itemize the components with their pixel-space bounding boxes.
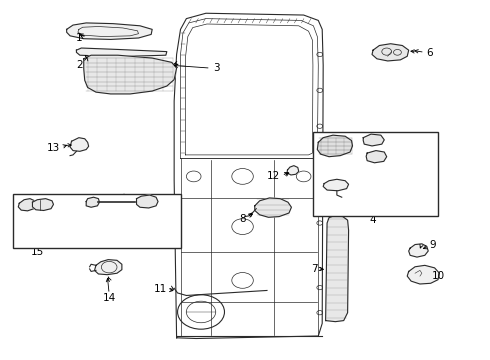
Polygon shape [407, 265, 440, 284]
Text: 13: 13 [47, 143, 60, 153]
Polygon shape [372, 44, 409, 61]
Text: 12: 12 [267, 171, 280, 181]
Polygon shape [363, 134, 384, 146]
Text: 3: 3 [213, 63, 220, 73]
Text: 4: 4 [369, 215, 376, 225]
Polygon shape [326, 216, 348, 321]
Text: 10: 10 [432, 271, 445, 281]
Polygon shape [323, 179, 348, 191]
Text: 9: 9 [430, 240, 436, 250]
Polygon shape [67, 23, 152, 40]
Text: 14: 14 [102, 293, 116, 303]
Bar [314, 132, 438, 216]
Polygon shape [84, 55, 176, 94]
Text: 8: 8 [239, 214, 246, 224]
Polygon shape [255, 198, 292, 217]
Text: 6: 6 [426, 48, 432, 58]
Polygon shape [86, 197, 99, 207]
Polygon shape [18, 199, 36, 211]
Polygon shape [32, 199, 53, 211]
Bar [13, 194, 181, 248]
Polygon shape [287, 166, 299, 175]
Polygon shape [70, 138, 89, 151]
Text: 16: 16 [123, 207, 137, 217]
Text: 5: 5 [353, 191, 360, 201]
Polygon shape [137, 195, 158, 208]
Text: 17: 17 [23, 207, 36, 217]
Text: 7: 7 [311, 264, 318, 274]
Polygon shape [318, 135, 352, 157]
Polygon shape [409, 244, 428, 257]
Text: 15: 15 [31, 247, 44, 257]
Text: 1: 1 [76, 33, 83, 43]
Text: 2: 2 [76, 60, 83, 70]
Polygon shape [95, 260, 122, 275]
Text: 11: 11 [153, 284, 167, 294]
Polygon shape [76, 48, 167, 57]
Polygon shape [366, 150, 387, 163]
